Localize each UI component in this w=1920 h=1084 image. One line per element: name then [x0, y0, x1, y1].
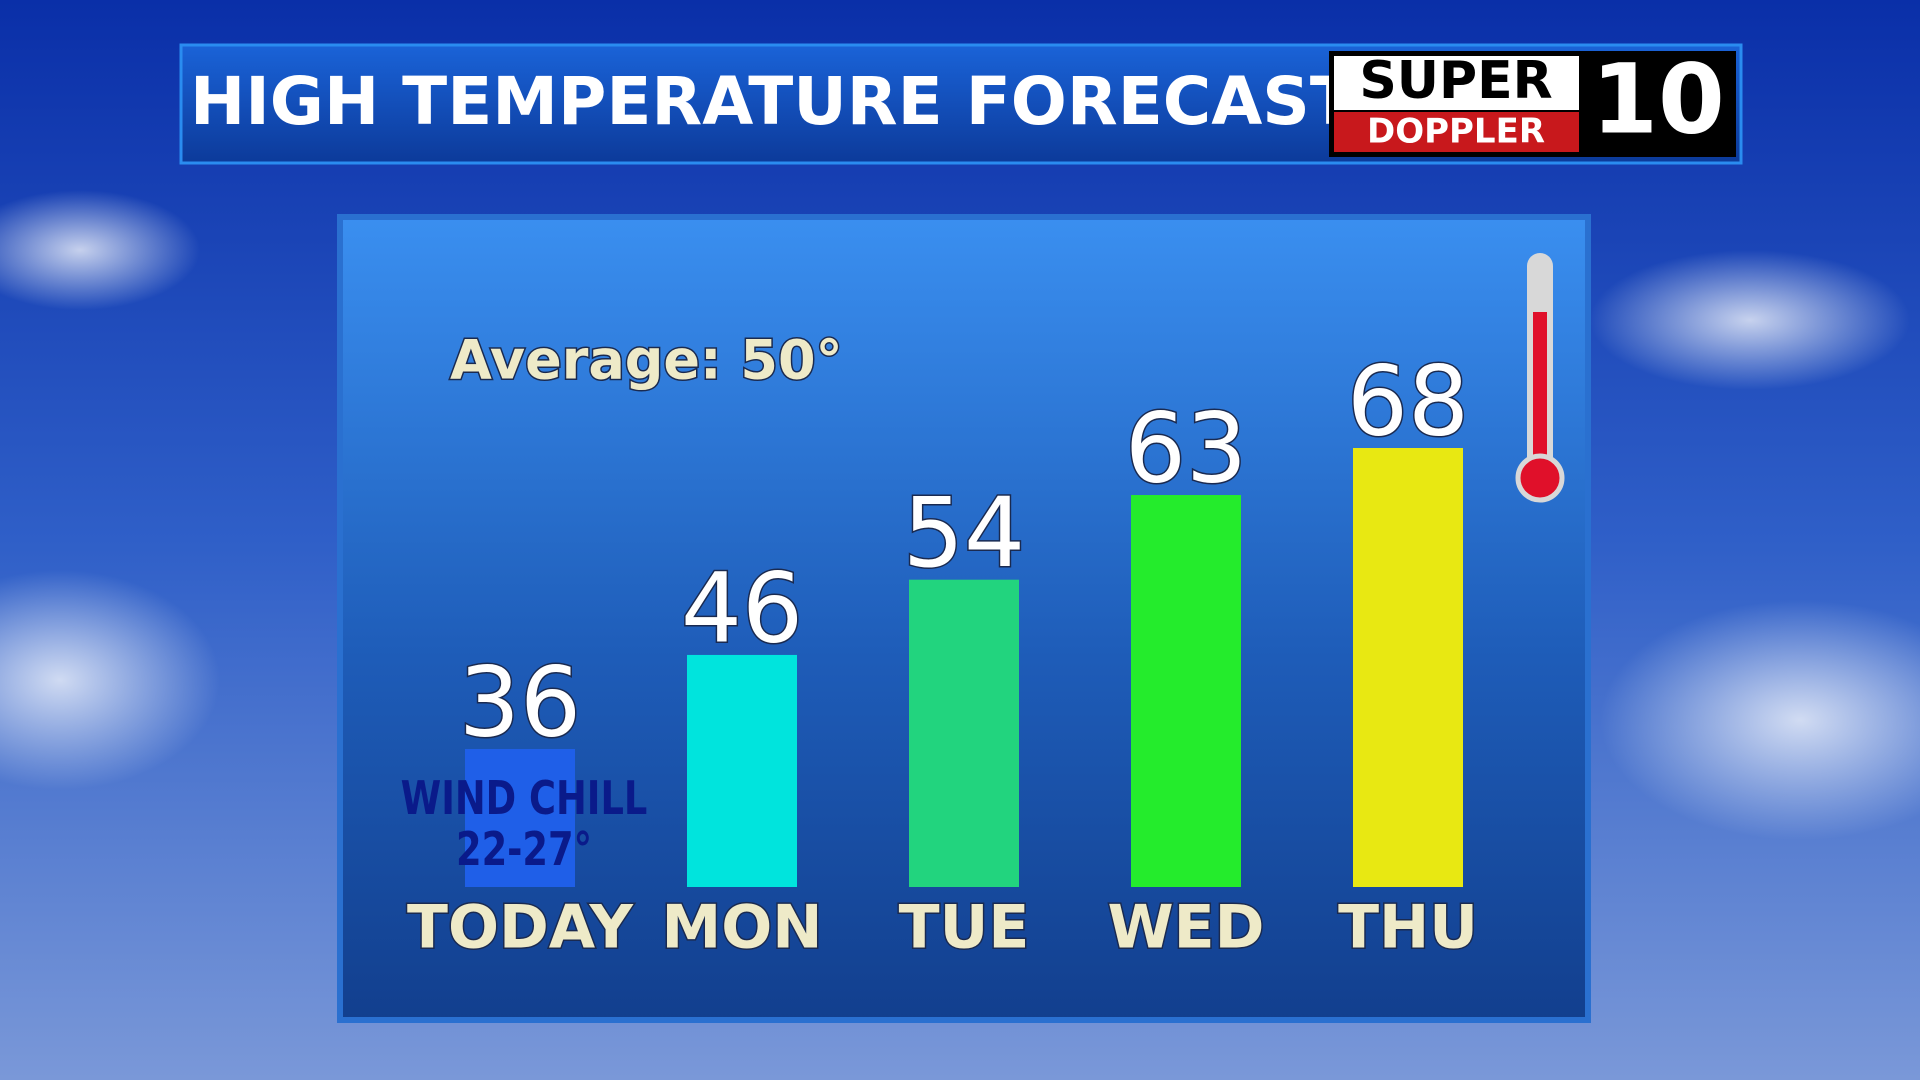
cloud: [0, 570, 220, 790]
thermometer-bulb: [1515, 453, 1565, 503]
category-label: TUE: [899, 893, 1030, 963]
thermometer: [1515, 253, 1565, 503]
value-label: 46: [681, 552, 803, 664]
value-label: 63: [1125, 392, 1247, 504]
bar: [687, 654, 797, 887]
bar: [909, 579, 1019, 887]
bars: 36 TODAY 46 MON 54 TUE 63 WED 68 THU: [406, 344, 1480, 964]
logo-top-box: [1334, 56, 1579, 110]
logo-number: 10: [1591, 43, 1725, 155]
average-note: Average: 50°: [450, 329, 843, 392]
logo-bottom-box: [1334, 112, 1579, 152]
category-label: TODAY: [407, 893, 634, 963]
chart-title: HIGH TEMPERATURE FORECAST: [190, 63, 1355, 140]
category-label: THU: [1338, 893, 1478, 963]
category-label: MON: [662, 893, 823, 963]
value-label: 68: [1347, 345, 1469, 457]
cloud: [1600, 600, 1920, 840]
cloud: [0, 190, 200, 310]
value-label: 54: [903, 477, 1025, 589]
logo-top: SUPER: [1359, 51, 1552, 111]
logo-bottom: DOPPLER: [1367, 112, 1545, 152]
bar: [1131, 495, 1241, 887]
bar: [1353, 448, 1463, 887]
thermometer-mercury: [1533, 312, 1547, 472]
cloud: [1590, 250, 1910, 390]
logo: SUPER DOPPLER 10: [1329, 43, 1736, 157]
bar: [465, 749, 575, 887]
wind-chill-range: 22-27°: [456, 822, 592, 876]
category-label: WED: [1108, 893, 1265, 963]
wind-chill-label: WIND CHILL: [401, 771, 648, 825]
value-label: 36: [459, 646, 581, 758]
